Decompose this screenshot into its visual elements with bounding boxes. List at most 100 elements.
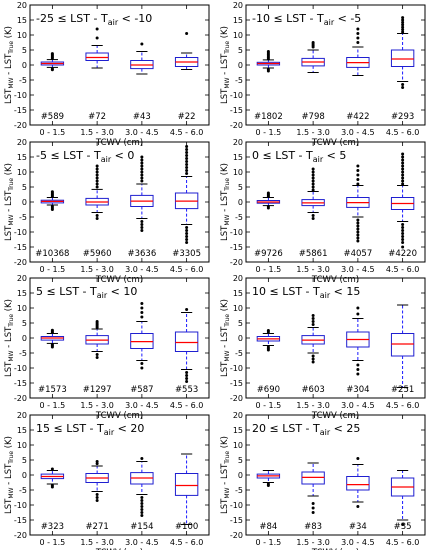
y-tick-label: 10 xyxy=(233,31,243,40)
flier-point xyxy=(356,505,360,508)
flier-point xyxy=(356,239,360,243)
flier-point xyxy=(356,221,360,225)
y-tick-label: 5 xyxy=(238,456,243,465)
flier-point xyxy=(95,167,99,171)
flier-point xyxy=(311,320,315,323)
panel-title: -10 ≤ LST - Tair < -5 xyxy=(252,12,361,27)
y-label-unit: (K) xyxy=(4,26,14,41)
flier-point xyxy=(356,27,360,31)
y-tick-label: 15 xyxy=(233,153,243,162)
y-label-sub: MW xyxy=(224,77,231,88)
y-tick-label: -20 xyxy=(230,121,243,130)
flier-point xyxy=(311,182,315,186)
panel-title-suffix: < -5 xyxy=(334,12,361,25)
sample-count: #271 xyxy=(85,522,108,532)
sample-count: #83 xyxy=(304,522,322,532)
box-2 xyxy=(301,167,325,220)
y-tick-label: 10 xyxy=(233,441,243,450)
flier-point xyxy=(140,229,144,232)
y-tick-label: -15 xyxy=(230,106,243,115)
panel-2: -20 -15 -10 -5 0 5 10 15 20 0 - 1.5 1.5 - 3.0 3.0 -… xyxy=(220,1,426,148)
panel-8: -20 -15 -10 -5 0 5 10 15 20 0 - 1.5 1.5 - 3.0 3.0 -… xyxy=(220,411,426,550)
y-tick-label: -20 xyxy=(14,531,27,540)
box-2 xyxy=(85,27,109,69)
flier-point xyxy=(185,380,189,383)
x-tick-label: 4.5 - 6.0 xyxy=(170,265,203,274)
flier-point xyxy=(95,36,99,40)
x-tick-label: 4.5 - 6.0 xyxy=(170,128,203,137)
flier-point xyxy=(95,460,99,463)
flier-point xyxy=(95,176,99,180)
flier-point xyxy=(356,36,360,40)
flier-point xyxy=(140,499,144,502)
flier-point xyxy=(140,161,144,165)
flier-point xyxy=(401,30,405,34)
panel-title-suffix: < 0 xyxy=(111,149,134,162)
flier-point xyxy=(50,328,54,332)
y-tick-label: 10 xyxy=(233,304,243,313)
box-iqr xyxy=(174,473,199,496)
y-tick-label: -10 xyxy=(230,501,243,510)
flier-point xyxy=(185,157,189,160)
flier-point xyxy=(140,220,144,223)
flier-point xyxy=(140,366,144,370)
flier-point xyxy=(311,41,315,44)
flier-point xyxy=(140,167,144,171)
y-tick-label: -15 xyxy=(14,243,27,252)
x-tick-label: 3.0 - 4.5 xyxy=(125,128,158,137)
box-2 xyxy=(85,460,109,502)
y-tick-label: -10 xyxy=(14,501,27,510)
flier-point xyxy=(401,155,405,159)
y-tick-label: 5 xyxy=(238,183,243,192)
flier-point xyxy=(311,360,315,364)
sample-count: #293 xyxy=(391,112,414,122)
y-axis-label: LSTMW - LSTTrue (K) xyxy=(4,299,15,377)
y-tick-label: -5 xyxy=(19,76,27,85)
panel-title-prefix: 20 ≤ LST - T xyxy=(252,422,320,435)
y-tick-label: 20 xyxy=(17,138,27,147)
flier-point xyxy=(140,511,144,514)
flier-point xyxy=(185,374,189,377)
x-tick-label: 3.0 - 4.5 xyxy=(341,128,374,137)
flier-point xyxy=(185,238,189,241)
y-tick-label: -10 xyxy=(14,228,27,237)
box-1 xyxy=(40,467,65,489)
y-label-main: LST xyxy=(4,361,14,377)
x-tick-label: 3.0 - 4.5 xyxy=(125,538,158,547)
panel-title-prefix: 0 ≤ LST - T xyxy=(252,149,313,162)
panel-title-prefix: -5 ≤ LST - T xyxy=(36,149,101,162)
sample-count: #1573 xyxy=(38,385,67,395)
y-tick-label: 20 xyxy=(233,138,243,147)
flier-point xyxy=(356,363,360,367)
flier-point xyxy=(140,173,144,177)
flier-point xyxy=(401,235,405,238)
box-1 xyxy=(256,50,281,73)
y-axis-label: LSTMW - LSTTrue (K) xyxy=(220,299,231,377)
flier-point xyxy=(401,16,405,20)
flier-point xyxy=(185,32,189,35)
y-label-main: LST xyxy=(4,498,14,514)
flier-point xyxy=(401,238,405,241)
flier-point xyxy=(401,223,405,226)
panel-title-suffix: < 25 xyxy=(330,422,360,435)
flier-point xyxy=(95,320,99,323)
flier-point xyxy=(311,502,315,505)
flier-point xyxy=(185,163,189,166)
flier-point xyxy=(140,223,144,226)
flier-point xyxy=(356,312,360,316)
flier-point xyxy=(311,188,315,192)
x-tick-label: 1.5 - 3.0 xyxy=(296,265,329,274)
y-axis-label: LSTMW - LSTTrue (K) xyxy=(4,26,15,104)
flier-point xyxy=(401,152,405,156)
flier-point xyxy=(401,20,405,24)
sample-count: #10368 xyxy=(35,249,69,259)
panel-5: -20 -15 -10 -5 0 5 10 15 20 0 - 1.5 1.5 - 3.0 3.0 -… xyxy=(4,274,210,421)
flier-point xyxy=(140,502,144,505)
flier-point xyxy=(401,226,405,229)
panel-title: -5 ≤ LST - Tair < 0 xyxy=(36,149,134,164)
panel-title-prefix: 10 ≤ LST - T xyxy=(252,285,320,298)
y-tick-label: 15 xyxy=(233,289,243,298)
flier-point xyxy=(356,236,360,240)
flier-point xyxy=(185,169,189,172)
x-tick-label: 0 - 1.5 xyxy=(255,265,281,274)
